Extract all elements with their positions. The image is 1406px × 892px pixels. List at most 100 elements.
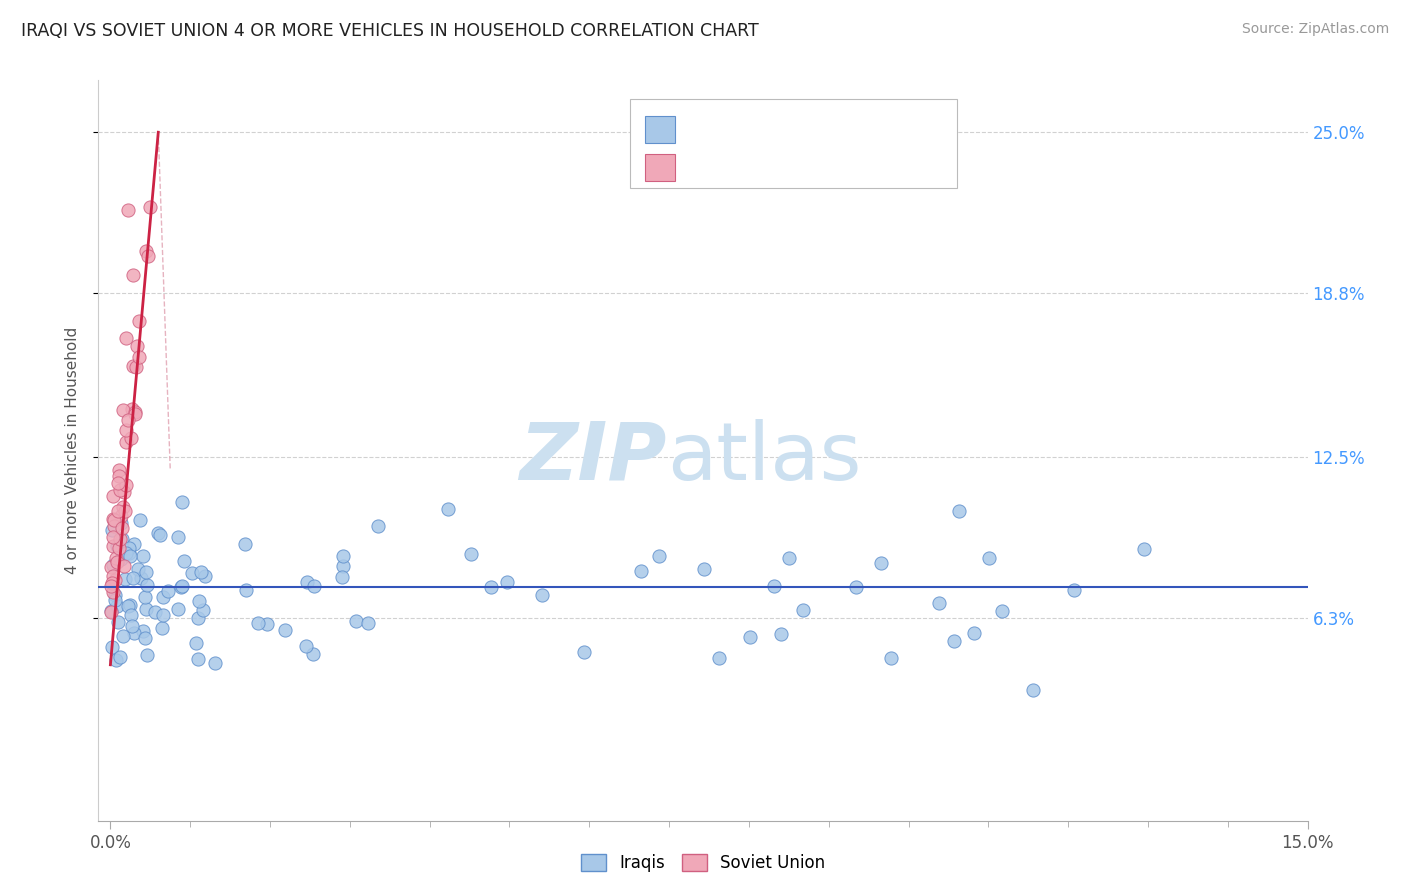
Point <box>356 615 378 630</box>
Text: N =: N = <box>790 121 828 139</box>
Text: IRAQI VS SOVIET UNION 4 OR MORE VEHICLES IN HOUSEHOLD CORRELATION CHART: IRAQI VS SOVIET UNION 4 OR MORE VEHICLES… <box>21 22 759 40</box>
Point <box>104 573 127 587</box>
Point <box>125 338 148 352</box>
Point <box>101 575 124 590</box>
Point <box>152 608 174 623</box>
Point <box>187 652 209 666</box>
Point <box>112 558 135 573</box>
Point <box>111 521 134 535</box>
Point <box>124 405 146 419</box>
Point <box>173 554 195 568</box>
Point <box>101 640 124 654</box>
Point <box>115 435 138 450</box>
Point <box>132 549 155 564</box>
Point <box>115 423 138 437</box>
Point <box>124 407 146 421</box>
Point <box>530 588 553 602</box>
Point <box>172 579 194 593</box>
Point <box>184 636 207 650</box>
Point <box>115 331 138 345</box>
Point <box>114 478 136 492</box>
Point <box>778 551 800 566</box>
Point <box>122 537 145 551</box>
Point <box>117 599 139 613</box>
Text: 102: 102 <box>827 121 862 139</box>
Point <box>146 525 169 540</box>
Point <box>870 556 893 570</box>
Point <box>247 616 270 631</box>
Point <box>107 503 129 517</box>
Point <box>112 402 135 417</box>
Point <box>138 249 160 263</box>
Point <box>121 431 143 445</box>
Point <box>104 593 127 607</box>
Point <box>928 595 950 609</box>
Point <box>948 504 970 518</box>
Point <box>648 549 671 563</box>
Point <box>111 500 134 514</box>
Point <box>105 539 128 553</box>
Point <box>332 558 354 573</box>
Point <box>1133 542 1156 557</box>
Point <box>770 627 793 641</box>
Point <box>943 634 966 648</box>
Point <box>187 611 209 625</box>
Point <box>136 577 159 591</box>
Point <box>105 599 128 613</box>
Point <box>479 580 502 594</box>
Point <box>114 572 136 586</box>
Point <box>167 530 190 544</box>
Point <box>101 523 124 537</box>
Point <box>135 244 157 258</box>
Point <box>707 650 730 665</box>
Point <box>170 580 193 594</box>
Point <box>194 569 217 583</box>
Point <box>118 541 141 555</box>
Point <box>460 548 482 562</box>
Point <box>134 591 156 605</box>
Text: N =: N = <box>790 158 828 177</box>
Point <box>156 584 179 599</box>
Point <box>117 203 139 218</box>
Point <box>105 652 128 666</box>
Point <box>128 314 150 328</box>
Point <box>274 624 297 638</box>
Point <box>962 625 984 640</box>
Point <box>204 657 226 671</box>
Point <box>845 580 868 594</box>
Point <box>101 558 124 573</box>
Point <box>135 565 157 579</box>
Point <box>630 565 652 579</box>
Point <box>117 413 139 427</box>
Point <box>233 537 256 551</box>
Point <box>110 516 132 530</box>
Point <box>129 571 152 585</box>
Point <box>738 630 761 644</box>
Point <box>122 359 145 374</box>
Text: 0.566: 0.566 <box>723 158 776 177</box>
Point <box>120 598 142 612</box>
Point <box>121 402 143 417</box>
Point <box>105 551 128 566</box>
Text: R =: R = <box>686 158 723 177</box>
Point <box>100 559 122 574</box>
Point <box>115 546 138 560</box>
Point <box>101 585 124 599</box>
Point <box>693 562 716 576</box>
Point <box>107 476 129 491</box>
Point <box>125 359 148 374</box>
Text: 48: 48 <box>827 158 856 177</box>
Point <box>344 614 367 628</box>
Point <box>103 512 125 526</box>
Point <box>139 200 162 214</box>
Point <box>117 546 139 560</box>
Text: ZIP: ZIP <box>519 419 666 497</box>
Point <box>235 583 257 598</box>
Text: 0.000: 0.000 <box>723 121 776 139</box>
Legend: Iraqis, Soviet Union: Iraqis, Soviet Union <box>574 847 832 879</box>
Point <box>122 268 145 282</box>
Point <box>763 579 786 593</box>
Point <box>1063 582 1085 597</box>
Point <box>122 626 145 640</box>
Y-axis label: 4 or more Vehicles in Household: 4 or more Vehicles in Household <box>65 326 80 574</box>
